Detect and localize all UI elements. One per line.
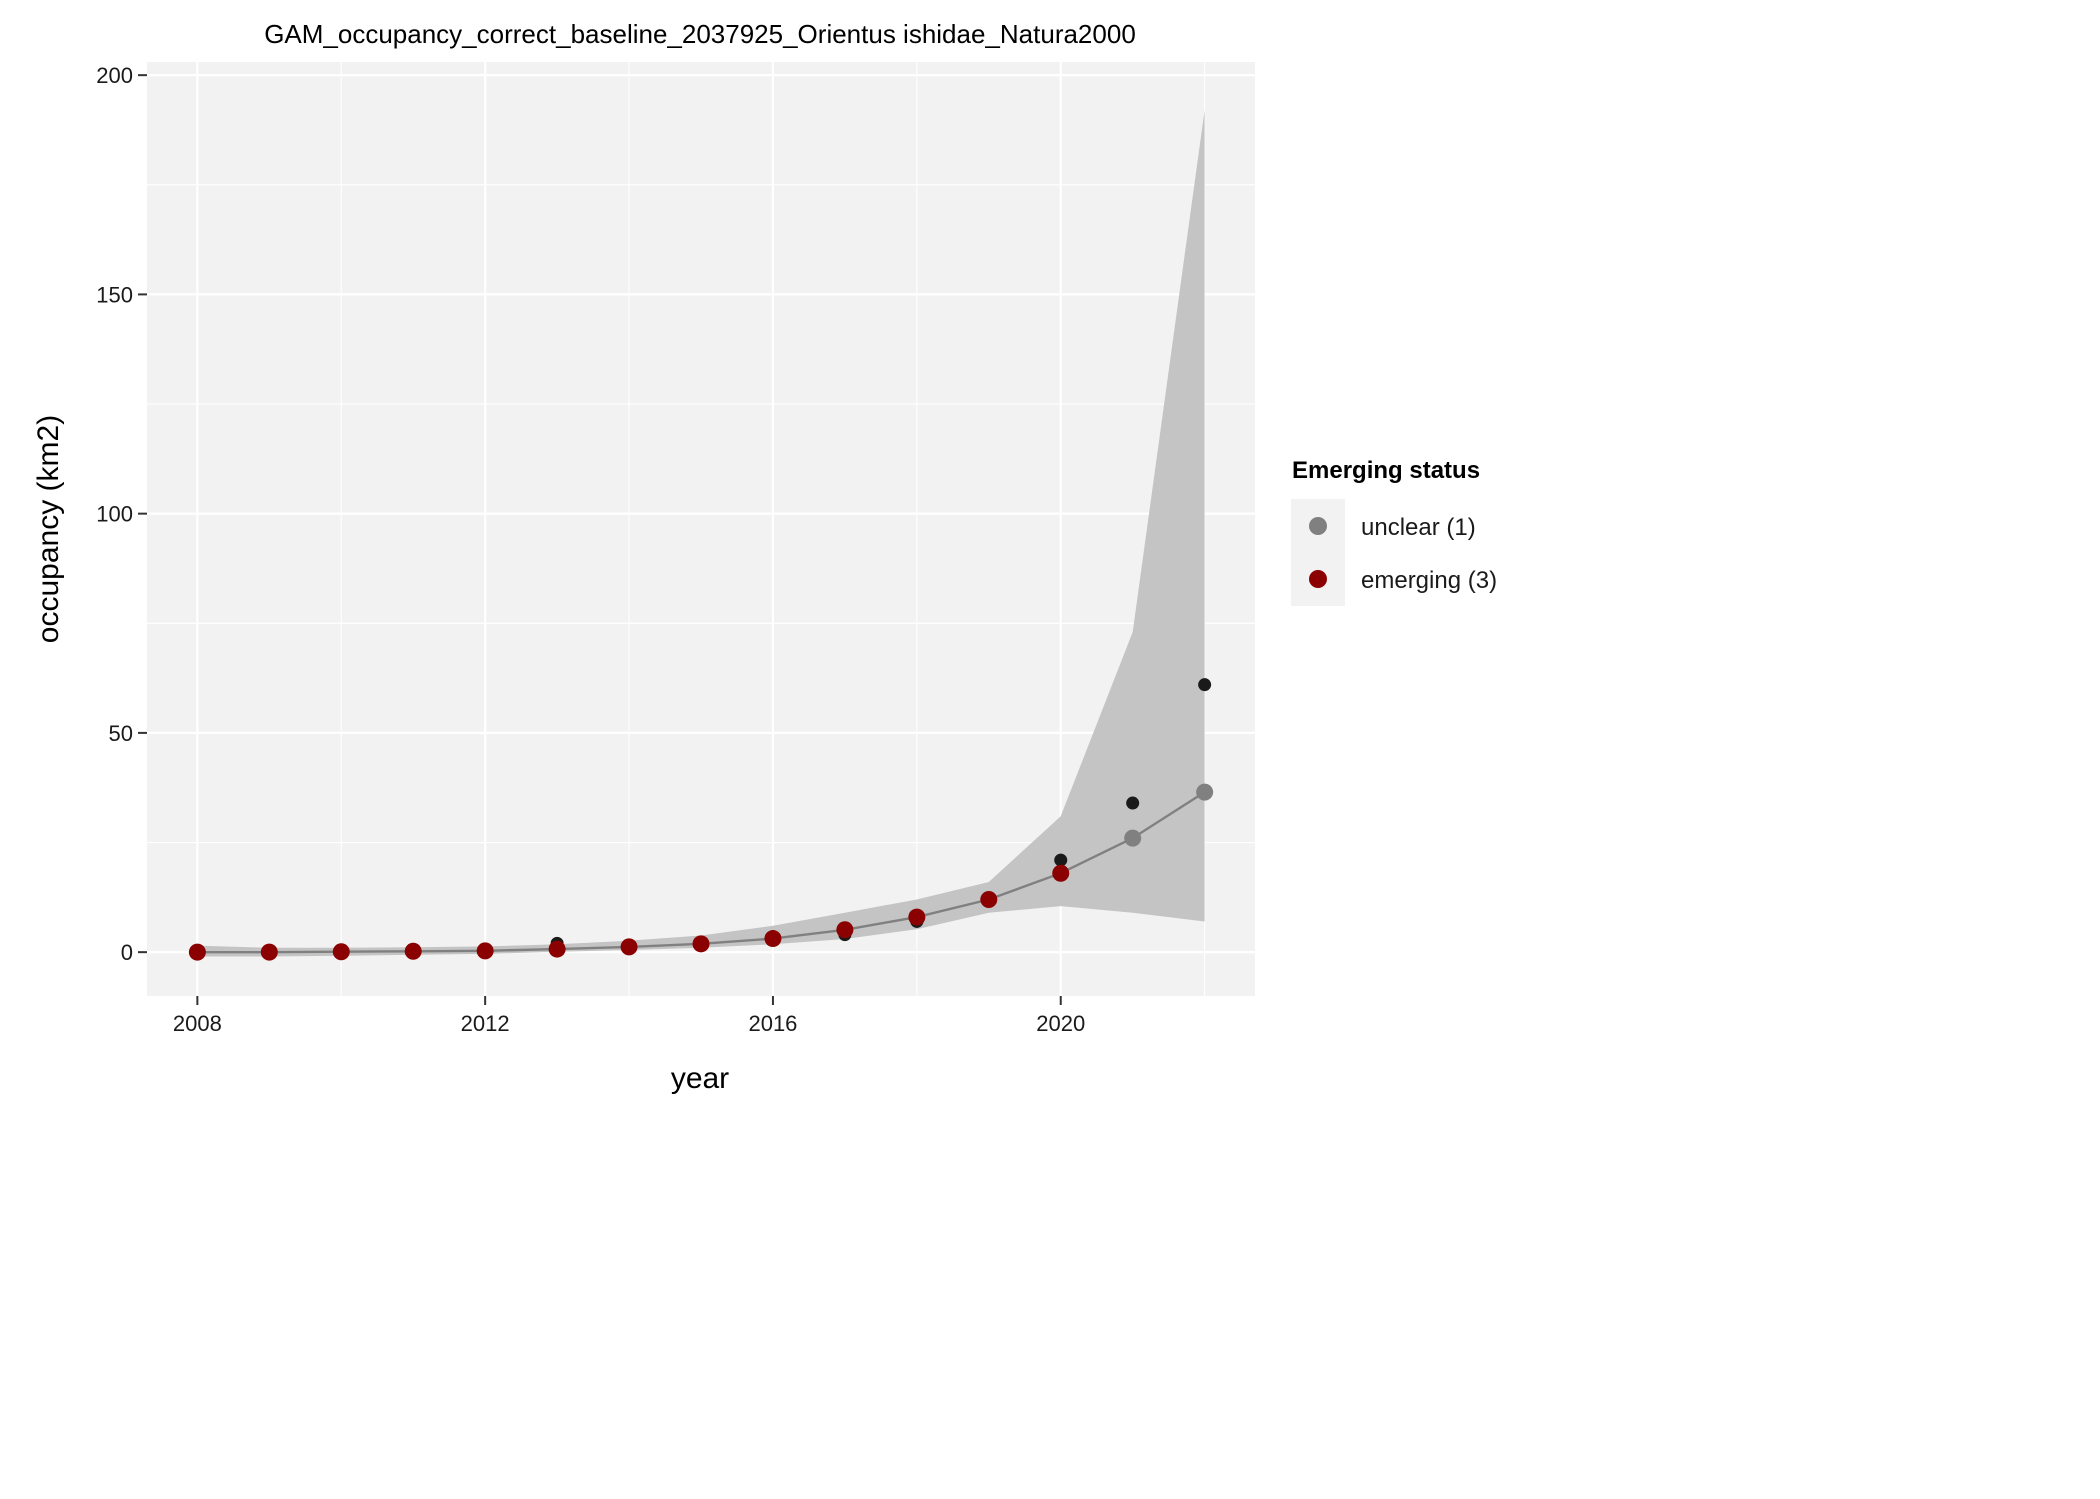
fit-point (620, 938, 638, 956)
observed-point (1054, 853, 1068, 867)
x-axis: 2008 2012 2016 2020 (173, 996, 1085, 1036)
x-axis-title: year (671, 1062, 729, 1095)
fit-point (404, 942, 422, 960)
legend-label-unclear: unclear (1) (1361, 514, 1476, 541)
fit-point (836, 921, 854, 939)
legend-key-emerging (1309, 570, 1327, 588)
fit-point (476, 942, 494, 960)
y-axis-title: occupancy (km2) (32, 415, 65, 643)
confidence-ribbon (197, 110, 1205, 957)
fit-point (332, 943, 350, 961)
y-axis: 0 50 100 150 200 (96, 63, 147, 965)
chart-title: GAM_occupancy_correct_baseline_2037925_O… (264, 19, 1136, 49)
fit-point (188, 943, 206, 961)
legend: Emerging status unclear (1) emerging (3) (1291, 457, 1497, 606)
grid-minor (147, 62, 1255, 996)
legend-key-background (1291, 499, 1345, 606)
legend-key-unclear (1309, 517, 1327, 535)
y-tick-label: 150 (96, 282, 133, 307)
fit-points (188, 783, 1214, 961)
y-tick-label: 0 (121, 940, 133, 965)
y-tick-label: 50 (109, 721, 133, 746)
fit-point (908, 908, 926, 926)
legend-title: Emerging status (1292, 457, 1480, 484)
fit-point (692, 935, 710, 953)
x-tick-label: 2016 (748, 1011, 797, 1036)
legend-label-emerging: emerging (3) (1361, 567, 1497, 594)
fit-point (1052, 864, 1070, 882)
x-tick-label: 2008 (173, 1011, 222, 1036)
fit-point (764, 930, 782, 948)
y-tick-label: 100 (96, 502, 133, 527)
y-tick-label: 200 (96, 63, 133, 88)
fit-point (1124, 829, 1142, 847)
x-tick-label: 2020 (1036, 1011, 1085, 1036)
observed-point (1126, 796, 1140, 810)
fit-point (548, 940, 566, 958)
x-tick-label: 2012 (461, 1011, 510, 1036)
grid-major (147, 62, 1255, 996)
observed-point (1198, 678, 1212, 692)
fit-point (260, 943, 278, 961)
chart: GAM_occupancy_correct_baseline_2037925_O… (32, 19, 1497, 1095)
fit-point (1196, 783, 1214, 801)
fit-point (980, 891, 998, 909)
